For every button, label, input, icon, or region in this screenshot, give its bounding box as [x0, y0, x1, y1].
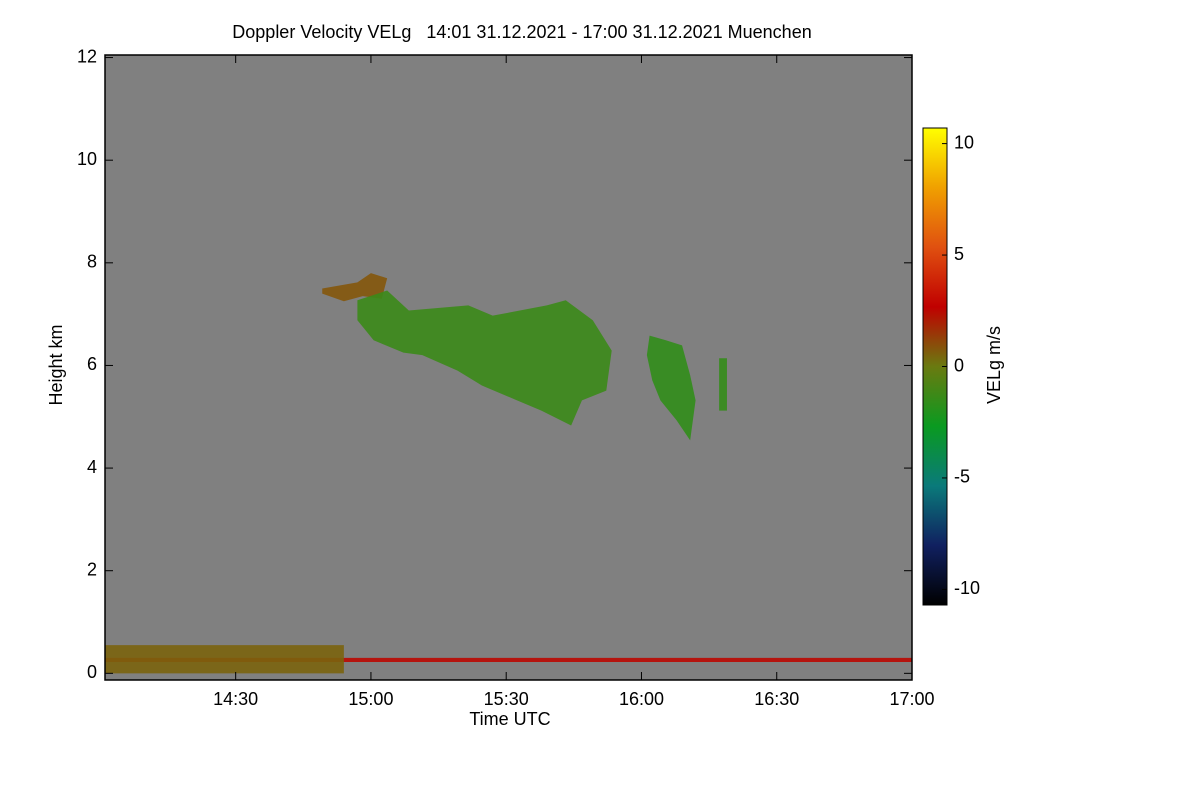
velocity-region — [646, 335, 696, 441]
colorbar-tick-label: 0 — [954, 355, 964, 375]
x-tick-label: 16:00 — [619, 689, 664, 709]
velocity-region — [357, 290, 612, 426]
plot-frame — [104, 54, 913, 681]
x-tick-label: 15:30 — [484, 689, 529, 709]
y-tick-label: 8 — [87, 252, 97, 272]
chart-title: Doppler Velocity VELg 14:01 31.12.2021 -… — [232, 22, 811, 42]
x-axis-label: Time UTC — [469, 709, 550, 729]
y-tick-label: 4 — [87, 457, 97, 477]
y-axis-label: Height km — [46, 324, 66, 405]
y-tick-label: 10 — [77, 149, 97, 169]
x-tick-label: 15:00 — [348, 689, 393, 709]
colorbar-tick-label: -10 — [954, 578, 980, 598]
y-tick-label: 12 — [77, 46, 97, 66]
velocity-region — [322, 273, 388, 302]
y-tick-label: 2 — [87, 559, 97, 579]
velocity-region — [719, 358, 727, 411]
y-tick-label: 6 — [87, 354, 97, 374]
colorbar-tick-label: 5 — [954, 244, 964, 264]
colorbar-tick-label: 10 — [954, 132, 974, 152]
x-tick-label: 14:30 — [213, 689, 258, 709]
velocity-region — [105, 645, 344, 674]
colorbar-tick-label: -5 — [954, 467, 970, 487]
y-tick-label: 0 — [87, 662, 97, 682]
colorbar-label: VELg m/s — [984, 326, 1004, 404]
x-tick-label: 17:00 — [889, 689, 934, 709]
x-tick-label: 16:30 — [754, 689, 799, 709]
